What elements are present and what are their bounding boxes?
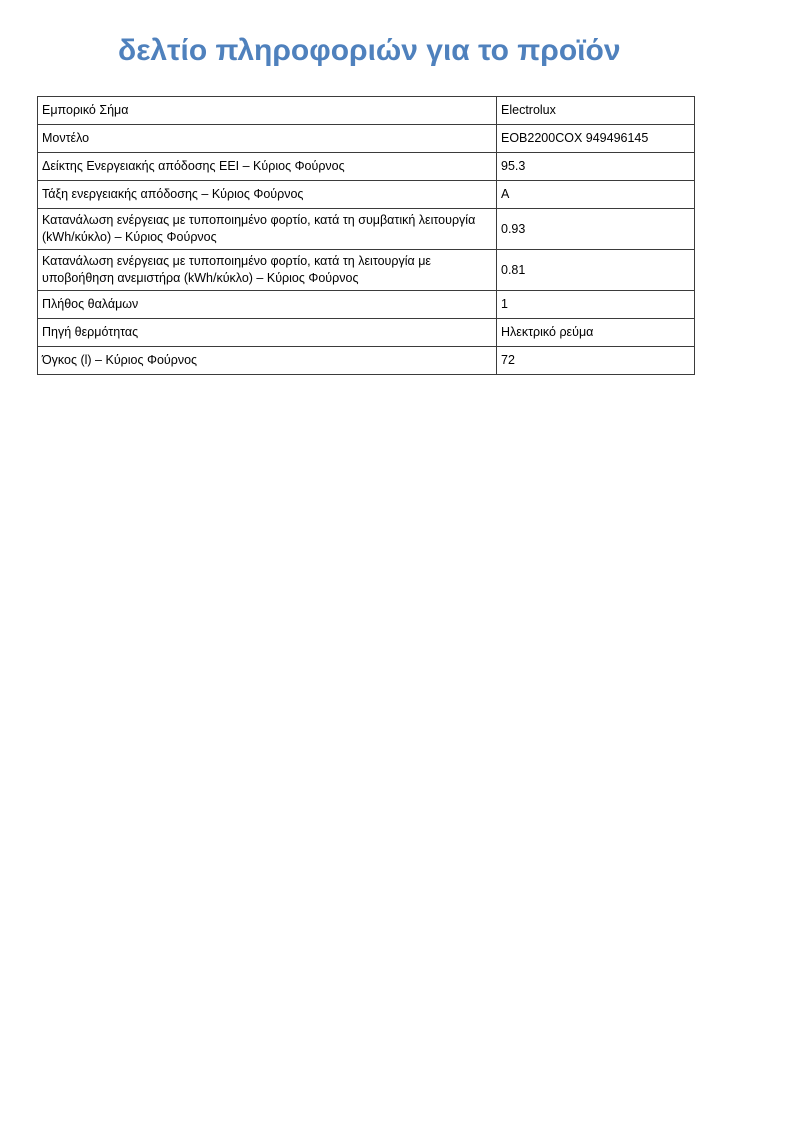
table-row: Μοντέλο EOB2200COX 949496145 (37, 124, 695, 153)
row-label: Όγκος (l) – Κύριος Φούρνος (37, 346, 497, 375)
row-value: 0.81 (496, 249, 695, 291)
product-info-table-body: Εμπορικό Σήμα Electrolux Μοντέλο EOB2200COX… (37, 96, 695, 375)
row-value: 1 (496, 290, 695, 319)
table-row: Πηγή θερμότητας Ηλεκτρικό ρεύμα (37, 318, 695, 347)
table-row: Δείκτης Ενεργειακής απόδοσης EEI – Κύριο… (37, 152, 695, 181)
row-value: 95.3 (496, 152, 695, 181)
product-info-table: Εμπορικό Σήμα Electrolux Μοντέλο EOB2200COX… (37, 96, 695, 375)
row-label: Πηγή θερμότητας (37, 318, 497, 347)
row-value: Ηλεκτρικό ρεύμα (496, 318, 695, 347)
row-label: Μοντέλο (37, 124, 497, 153)
page-title: δελτίο πληροφοριών για το προϊόν (118, 34, 621, 67)
row-value: EOB2200COX 949496145 (496, 124, 695, 153)
table-row: Όγκος (l) – Κύριος Φούρνος 72 (37, 346, 695, 375)
row-value: A (496, 180, 695, 209)
row-label: Πλήθος θαλάμων (37, 290, 497, 319)
row-label: Κατανάλωση ενέργειας με τυποποιημένο φορ… (37, 208, 497, 250)
row-label: Κατανάλωση ενέργειας με τυποποιημένο φορ… (37, 249, 497, 291)
table-row: Τάξη ενεργειακής απόδοσης – Κύριος Φούρν… (37, 180, 695, 209)
table-row: Κατανάλωση ενέργειας με τυποποιημένο φορ… (37, 249, 695, 291)
row-label: Εμπορικό Σήμα (37, 96, 497, 125)
table-row: Εμπορικό Σήμα Electrolux (37, 96, 695, 125)
row-value: 72 (496, 346, 695, 375)
row-label: Τάξη ενεργειακής απόδοσης – Κύριος Φούρν… (37, 180, 497, 209)
table-row: Πλήθος θαλάμων 1 (37, 290, 695, 319)
row-value: 0.93 (496, 208, 695, 250)
table-row: Κατανάλωση ενέργειας με τυποποιημένο φορ… (37, 208, 695, 250)
row-label: Δείκτης Ενεργειακής απόδοσης EEI – Κύριο… (37, 152, 497, 181)
row-value: Electrolux (496, 96, 695, 125)
